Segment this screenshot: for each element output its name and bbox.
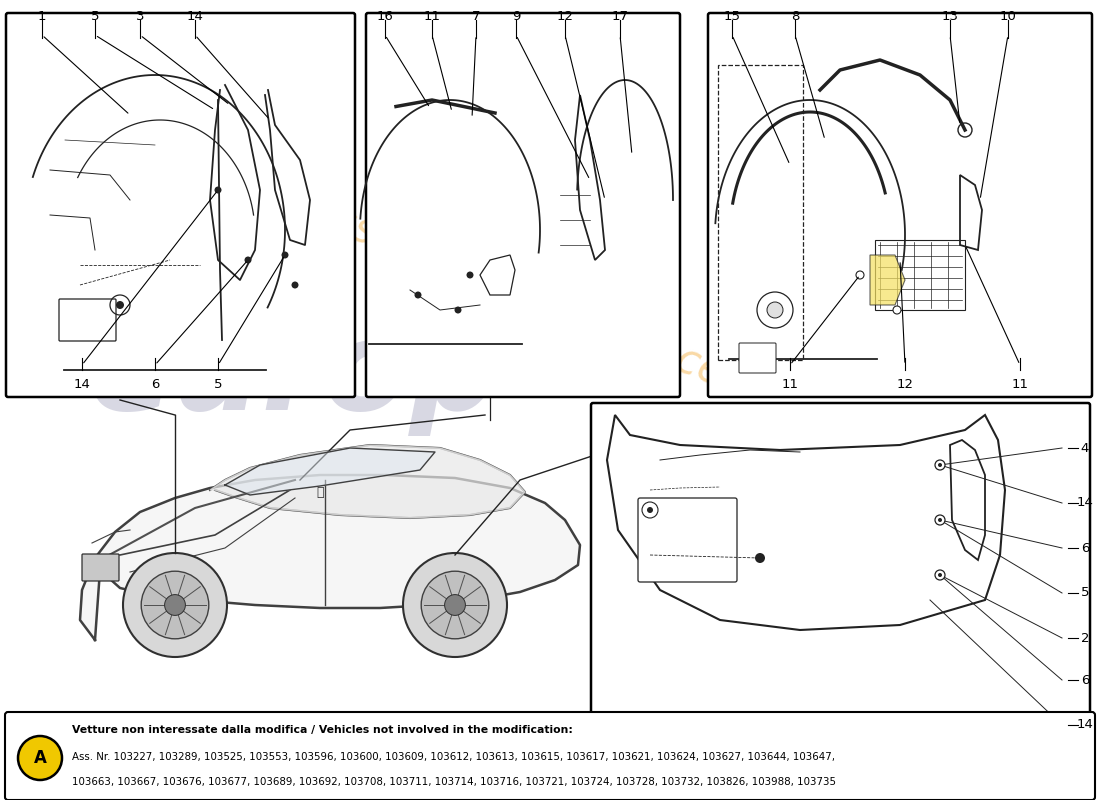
Circle shape — [938, 573, 942, 577]
Text: 14: 14 — [1077, 497, 1093, 510]
Text: 15: 15 — [724, 10, 740, 22]
FancyBboxPatch shape — [59, 299, 116, 341]
Circle shape — [856, 271, 864, 279]
Circle shape — [893, 306, 901, 314]
FancyBboxPatch shape — [708, 13, 1092, 397]
Text: 11: 11 — [1012, 378, 1028, 390]
Text: 5: 5 — [90, 10, 99, 22]
Text: 11: 11 — [424, 10, 440, 22]
Text: 13: 13 — [942, 10, 958, 22]
Text: 17: 17 — [612, 10, 628, 22]
Circle shape — [466, 271, 473, 278]
FancyBboxPatch shape — [718, 65, 803, 360]
Text: 11: 11 — [781, 378, 799, 390]
Text: 8: 8 — [791, 10, 800, 22]
Circle shape — [647, 507, 653, 513]
Text: 12: 12 — [896, 378, 913, 390]
Circle shape — [403, 553, 507, 657]
Text: 5: 5 — [1080, 586, 1089, 599]
Polygon shape — [870, 255, 905, 305]
Text: europ: europ — [88, 315, 498, 437]
Text: a passion for parts since: a passion for parts since — [242, 165, 730, 395]
Polygon shape — [80, 475, 580, 640]
Text: 6: 6 — [151, 378, 160, 390]
Circle shape — [292, 282, 298, 289]
Circle shape — [938, 518, 942, 522]
Text: 7: 7 — [472, 10, 481, 22]
Circle shape — [141, 571, 209, 638]
Circle shape — [454, 306, 462, 314]
Circle shape — [116, 301, 124, 309]
Circle shape — [935, 515, 945, 525]
Circle shape — [767, 302, 783, 318]
Circle shape — [938, 463, 942, 467]
Text: ᗺ: ᗺ — [317, 486, 323, 499]
Circle shape — [444, 594, 465, 615]
FancyBboxPatch shape — [739, 343, 776, 373]
Circle shape — [282, 251, 288, 258]
Text: Vetture non interessate dalla modifica / Vehicles not involved in the modificati: Vetture non interessate dalla modifica /… — [72, 725, 573, 735]
Text: 6: 6 — [1081, 542, 1089, 554]
Circle shape — [18, 736, 62, 780]
Text: A: A — [34, 749, 46, 767]
Circle shape — [214, 186, 221, 194]
Text: 103663, 103667, 103676, 103677, 103689, 103692, 103708, 103711, 103714, 103716, : 103663, 103667, 103676, 103677, 103689, … — [72, 777, 836, 787]
Polygon shape — [210, 445, 525, 518]
Circle shape — [244, 257, 252, 263]
Polygon shape — [226, 448, 434, 495]
Text: 14: 14 — [187, 10, 204, 22]
Text: 14: 14 — [1077, 718, 1093, 731]
FancyBboxPatch shape — [82, 554, 119, 581]
Text: 4: 4 — [1081, 442, 1089, 454]
FancyBboxPatch shape — [366, 13, 680, 397]
FancyBboxPatch shape — [6, 13, 355, 397]
Text: 12: 12 — [557, 10, 573, 22]
Text: 14: 14 — [74, 378, 90, 390]
FancyBboxPatch shape — [591, 403, 1090, 777]
Text: 5: 5 — [213, 378, 222, 390]
Text: 16: 16 — [376, 10, 394, 22]
FancyBboxPatch shape — [6, 712, 1094, 800]
Text: 6: 6 — [1081, 674, 1089, 686]
Circle shape — [421, 571, 488, 638]
Text: 9: 9 — [512, 10, 520, 22]
Text: 2: 2 — [1080, 631, 1089, 645]
Circle shape — [935, 570, 945, 580]
Circle shape — [415, 291, 421, 298]
Text: 1: 1 — [37, 10, 46, 22]
Circle shape — [165, 594, 186, 615]
Text: 3: 3 — [135, 10, 144, 22]
Text: Ass. Nr. 103227, 103289, 103525, 103553, 103596, 103600, 103609, 103612, 103613,: Ass. Nr. 103227, 103289, 103525, 103553,… — [72, 752, 835, 762]
Circle shape — [755, 553, 764, 563]
Circle shape — [123, 553, 227, 657]
FancyBboxPatch shape — [638, 498, 737, 582]
Text: 10: 10 — [1000, 10, 1016, 22]
Circle shape — [935, 460, 945, 470]
